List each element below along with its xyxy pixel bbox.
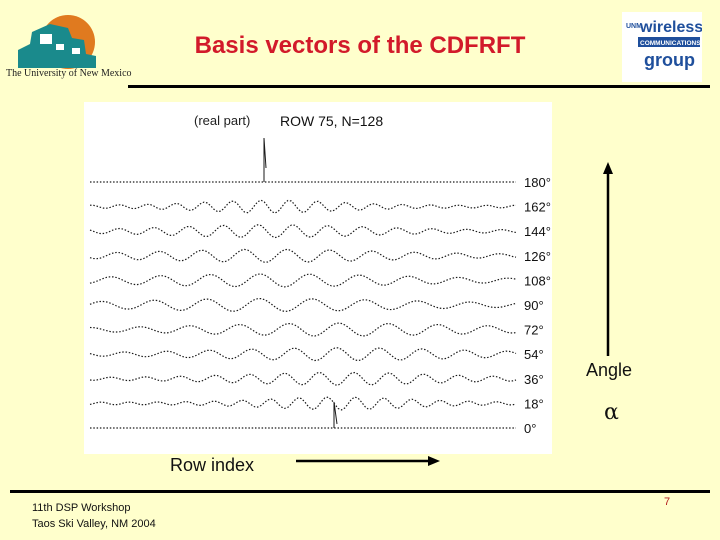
row-label: ROW 75, N=128 bbox=[280, 113, 383, 129]
alpha-symbol: α bbox=[604, 400, 619, 425]
angle-label-9: 18° bbox=[524, 396, 544, 411]
wcg-prefix: UNM bbox=[626, 23, 642, 30]
footer-divider bbox=[10, 490, 710, 493]
trace-9 bbox=[89, 396, 517, 411]
angle-label-0: 180° bbox=[524, 175, 551, 190]
trace-8 bbox=[89, 371, 517, 386]
row-index-label: Row index bbox=[170, 455, 255, 475]
angle-axis-label: Angle bbox=[586, 360, 633, 380]
trace-5 bbox=[89, 297, 517, 313]
angle-axis-arrow bbox=[598, 160, 618, 356]
footer-line-2: Taos Ski Valley, NM 2004 bbox=[32, 518, 156, 530]
wcg-line-1: wireless bbox=[639, 19, 702, 36]
trace-3 bbox=[89, 248, 517, 263]
page-number: 7 bbox=[664, 496, 671, 508]
trace-6 bbox=[89, 322, 517, 337]
angle-label-5: 90° bbox=[524, 298, 544, 313]
trace-1 bbox=[89, 199, 517, 214]
header-divider bbox=[128, 85, 710, 88]
angle-label-2: 144° bbox=[524, 224, 551, 239]
row-index-arrow bbox=[296, 454, 442, 468]
trace-7 bbox=[89, 347, 517, 362]
unm-building-icon bbox=[18, 15, 96, 69]
angle-label-8: 36° bbox=[524, 372, 544, 387]
angle-label-6: 72° bbox=[524, 323, 544, 338]
trace-2 bbox=[89, 224, 517, 239]
slide-title: Basis vectors of the CDFRFT bbox=[194, 32, 526, 59]
angle-label-1: 162° bbox=[524, 200, 551, 215]
trace-4 bbox=[89, 273, 517, 288]
impulse-0 bbox=[333, 401, 338, 428]
angle-label-10: 0° bbox=[524, 421, 536, 436]
unm-logo bbox=[10, 14, 120, 70]
footer-line-1: 11th DSP Workshop bbox=[32, 502, 131, 514]
part-label: (real part) bbox=[194, 113, 250, 128]
basis-vector-traces: (real part) ROW 75, N=128 180° 162° 144° 12… bbox=[89, 113, 551, 436]
wcg-line-2: COMMUNICATIONS bbox=[640, 40, 701, 47]
wcg-line-3: group bbox=[644, 50, 695, 70]
footer-workshop: 11th DSP Workshop Taos Ski Valley, NM 20… bbox=[32, 500, 156, 532]
wireless-logo-icon: UNM wireless COMMUNICATIONS group bbox=[626, 19, 703, 70]
impulse-180 bbox=[263, 137, 267, 182]
wcg-logo: UNM wireless COMMUNICATIONS group bbox=[622, 12, 703, 82]
angle-label-7: 54° bbox=[524, 347, 544, 362]
angle-label-4: 108° bbox=[524, 273, 551, 288]
basis-vector-plot: (real part) ROW 75, N=128 180° 162° 144° 12… bbox=[84, 102, 552, 454]
unm-caption: The University of New Mexico bbox=[6, 68, 132, 79]
angle-label-3: 126° bbox=[524, 249, 551, 264]
